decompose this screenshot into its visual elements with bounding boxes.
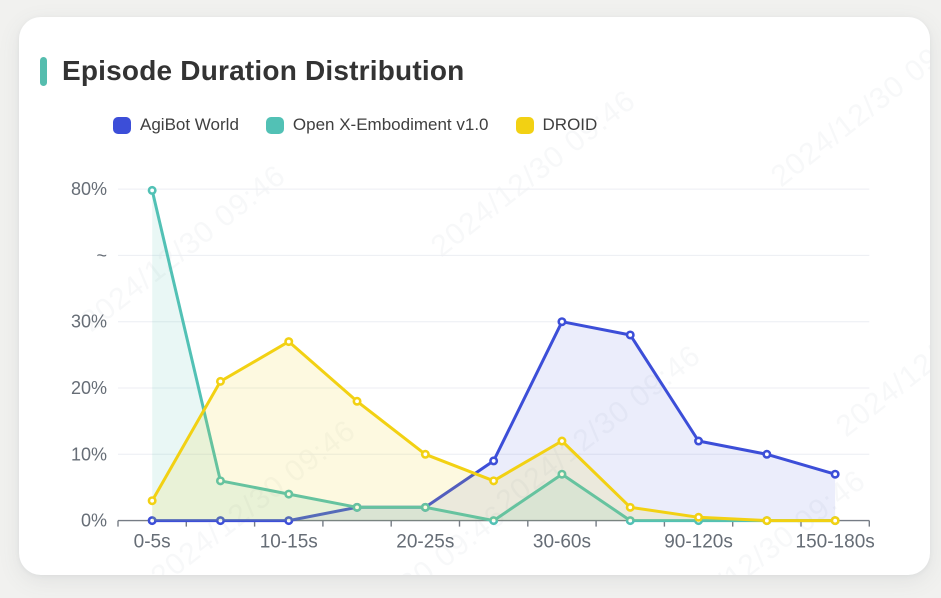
series-area-2 (152, 341, 836, 521)
data-point[interactable] (215, 376, 225, 386)
legend-item-agibot-world[interactable]: AgiBot World (113, 115, 239, 135)
x-axis-label: 0-5s (134, 532, 171, 553)
data-point[interactable] (625, 502, 635, 512)
x-axis-label: 30-60s (533, 532, 591, 553)
x-axis-label: 10-15s (260, 532, 318, 553)
data-point[interactable] (352, 396, 362, 406)
series-area-1 (152, 190, 836, 521)
title-row: Episode Duration Distribution (40, 55, 464, 87)
y-axis-label: 10% (71, 444, 107, 464)
data-point[interactable] (284, 337, 294, 347)
data-point[interactable] (694, 512, 704, 522)
data-point[interactable] (762, 449, 772, 459)
page-title: Episode Duration Distribution (62, 55, 465, 86)
legend-item-open-x-embodiment[interactable]: Open X-Embodiment v1.0 (265, 115, 489, 135)
data-point[interactable] (420, 449, 430, 459)
x-axis-label: 90-120s (664, 532, 733, 553)
data-point[interactable] (147, 185, 157, 195)
legend-label: Open X-Embodiment v1.0 (292, 115, 489, 134)
data-point[interactable] (284, 516, 294, 526)
chart-legend: AgiBot World Open X-Embodiment v1.0 DROI… (113, 113, 597, 137)
data-point[interactable] (489, 516, 499, 526)
data-point[interactable] (557, 469, 567, 479)
data-point[interactable] (215, 476, 225, 486)
title-accent-bar (40, 56, 47, 86)
legend-swatch-icon (515, 116, 534, 134)
data-point[interactable] (284, 489, 294, 499)
y-axis-label: 80% (71, 179, 107, 199)
x-axis-label: 20-25s (396, 532, 454, 553)
data-point[interactable] (147, 496, 157, 506)
data-point[interactable] (352, 502, 362, 512)
data-point[interactable] (147, 516, 157, 526)
data-point[interactable] (830, 516, 840, 526)
plot-area[interactable] (118, 170, 869, 521)
x-axis-label: 150-180s (796, 532, 875, 553)
data-point[interactable] (420, 502, 430, 512)
y-axis-break-label: ~ (96, 245, 107, 265)
y-axis-label: 0% (81, 511, 107, 531)
data-point[interactable] (762, 516, 772, 526)
data-point[interactable] (557, 436, 567, 446)
legend-item-droid[interactable]: DROID (515, 115, 598, 135)
data-point[interactable] (489, 476, 499, 486)
data-point[interactable] (694, 436, 704, 446)
legend-swatch-icon (265, 116, 284, 134)
data-point[interactable] (625, 516, 635, 526)
data-point[interactable] (557, 317, 567, 327)
legend-label: AgiBot World (140, 115, 239, 134)
series-area-0 (152, 321, 836, 521)
data-point[interactable] (489, 456, 499, 466)
y-axis-label: 30% (71, 312, 107, 332)
data-point[interactable] (625, 330, 635, 340)
y-axis-label: 20% (71, 378, 107, 398)
data-point[interactable] (830, 469, 840, 479)
data-point[interactable] (215, 516, 225, 526)
legend-swatch-icon (113, 116, 131, 134)
legend-label: DROID (542, 115, 598, 134)
